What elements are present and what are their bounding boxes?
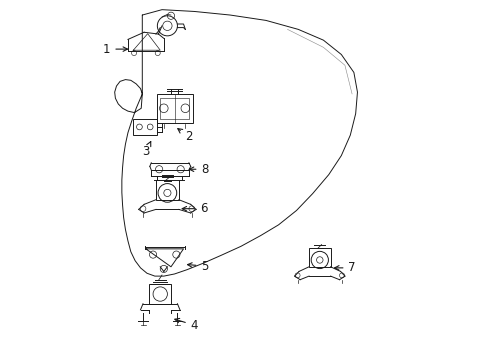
Text: 8: 8 (189, 163, 208, 176)
Bar (156, 94, 192, 123)
Bar (149, 284, 171, 304)
Text: 5: 5 (187, 260, 208, 273)
Text: 2: 2 (178, 129, 192, 144)
Bar (308, 248, 330, 267)
Text: 7: 7 (334, 261, 355, 274)
Text: 1: 1 (102, 42, 127, 55)
Bar (156, 180, 179, 200)
Text: 3: 3 (142, 141, 150, 158)
Text: 4: 4 (175, 318, 198, 332)
Bar (133, 119, 156, 135)
Bar (160, 98, 188, 119)
Text: 6: 6 (182, 202, 207, 215)
